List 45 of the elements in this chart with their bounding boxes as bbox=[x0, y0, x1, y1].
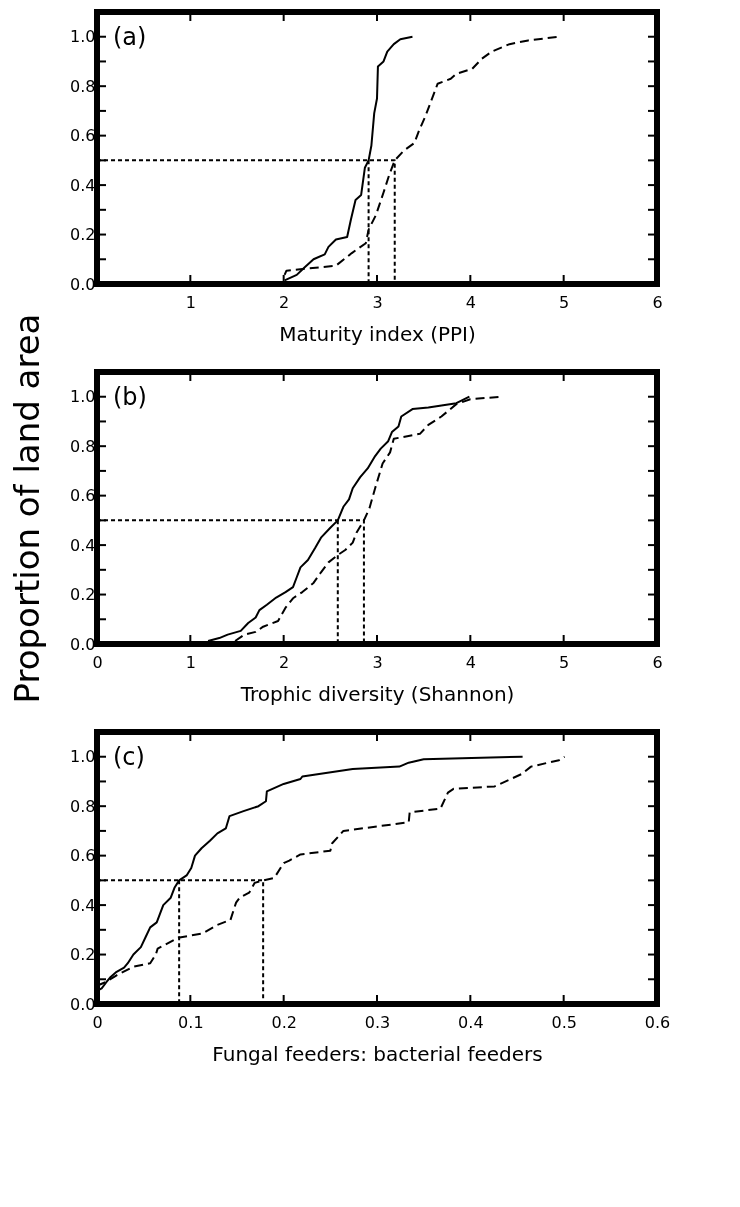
x-tick-label: 0.3 bbox=[364, 1012, 391, 1032]
y-tick-label: 0.6 bbox=[70, 126, 96, 146]
x-tick-label: 6 bbox=[652, 652, 663, 672]
x-tick-label: 3 bbox=[372, 652, 383, 672]
x-tick-label: 0.5 bbox=[551, 1012, 577, 1032]
y-tick-label: 0.8 bbox=[70, 76, 96, 96]
x-tick-label: 0 bbox=[92, 1012, 103, 1032]
y-tick-label: 0.2 bbox=[70, 585, 96, 605]
annotation: (a) bbox=[113, 23, 147, 51]
x-tick-label: 0.4 bbox=[458, 1012, 484, 1032]
y-tick-label: 1.0 bbox=[70, 27, 96, 47]
x-tick-label: 6 bbox=[652, 292, 663, 312]
x-tick-label: 0 bbox=[92, 652, 103, 672]
x-tick-label: 1 bbox=[185, 292, 196, 312]
x-tick-label: 1 bbox=[185, 652, 196, 672]
y-tick-label: 0.0 bbox=[70, 274, 96, 294]
y-tick-label: 0.4 bbox=[70, 895, 96, 915]
x-tick-label: 4 bbox=[465, 652, 476, 672]
y-tick-label: 0.0 bbox=[70, 634, 96, 654]
y-tick-label: 0.6 bbox=[70, 486, 96, 506]
y-tick-label: 1.0 bbox=[70, 387, 96, 407]
x-tick-label: 2 bbox=[279, 292, 290, 312]
x-tick-label: 0.1 bbox=[178, 1012, 204, 1032]
x-tick-label: 0.6 bbox=[644, 1012, 671, 1032]
y-tick-label: 0.0 bbox=[70, 994, 96, 1014]
y-tick-label: 0.2 bbox=[70, 945, 96, 965]
x-axis-title: Trophic diversity (Shannon) bbox=[239, 681, 515, 706]
y-tick-label: 1.0 bbox=[70, 747, 96, 767]
x-tick-label: 3 bbox=[372, 292, 383, 312]
x-tick-label: 5 bbox=[559, 292, 570, 312]
x-axis-title: Maturity index (PPI) bbox=[279, 321, 476, 346]
y-tick-label: 0.8 bbox=[70, 436, 96, 456]
x-axis-title: Fungal feeders: bacterial feeders bbox=[212, 1041, 543, 1066]
annotation: (c) bbox=[113, 743, 145, 771]
x-tick-label: 5 bbox=[559, 652, 570, 672]
y-tick-label: 0.4 bbox=[70, 535, 96, 555]
x-tick-label: 0.2 bbox=[271, 1012, 297, 1032]
y-tick-label: 0.6 bbox=[70, 846, 96, 866]
annotation: (b) bbox=[113, 383, 147, 411]
y-axis-title: Proportion of land area bbox=[7, 313, 48, 704]
y-tick-label: 0.4 bbox=[70, 175, 96, 195]
x-tick-label: 2 bbox=[279, 652, 290, 672]
x-tick-label: 4 bbox=[465, 292, 476, 312]
y-tick-label: 0.8 bbox=[70, 796, 96, 816]
y-tick-label: 0.2 bbox=[70, 225, 96, 245]
